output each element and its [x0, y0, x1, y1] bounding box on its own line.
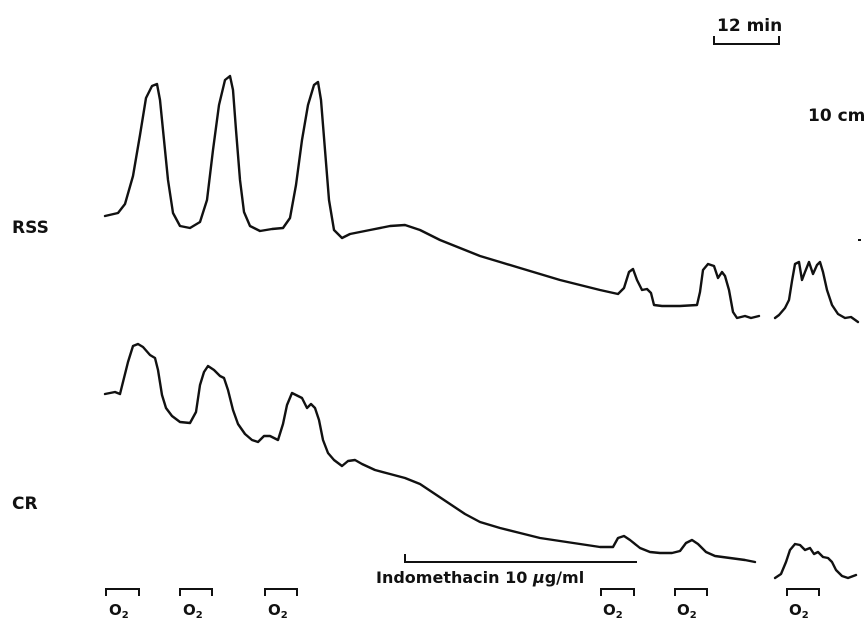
- o2-marker: O2: [264, 588, 298, 621]
- o2-label: O2: [677, 601, 697, 621]
- o2-marker: O2: [105, 588, 140, 621]
- cr-trace-segment-1: [103, 342, 757, 564]
- o2-label: O2: [268, 601, 288, 621]
- amplitude-scale-label: 10 cm: [808, 106, 865, 126]
- o2-label: O2: [603, 601, 623, 621]
- o2-marker: O2: [786, 588, 820, 621]
- o2-label: O2: [789, 601, 809, 621]
- drug-unit-mu: μ: [532, 568, 545, 587]
- cr-trace-segment-2: [773, 542, 858, 580]
- drug-application-bar: Indomethacin 10 μg/ml: [376, 554, 637, 587]
- drug-concentration: 10: [505, 568, 527, 587]
- time-scale-bar: 12 min: [713, 16, 782, 45]
- drug-name: Indomethacin: [376, 568, 500, 587]
- drug-label: Indomethacin 10 μg/ml: [376, 568, 584, 587]
- trace-label-rss: RSS: [12, 218, 49, 238]
- o2-marker: O2: [179, 588, 213, 621]
- o2-label: O2: [109, 601, 129, 621]
- o2-marker: O2: [674, 588, 708, 621]
- trace-label-cr: CR: [12, 494, 38, 514]
- stimulus-markers: O2 O2 O2 O2 O2 O2: [105, 588, 820, 621]
- rss-trace: [103, 74, 860, 324]
- cr-trace: [103, 342, 858, 580]
- rss-trace-segment-2: [773, 260, 860, 324]
- rss-trace-segment-1: [103, 74, 761, 320]
- drug-unit-rest: g/ml: [545, 568, 584, 587]
- o2-marker: O2: [600, 588, 635, 621]
- o2-label: O2: [183, 601, 203, 621]
- time-scale-label: 12 min: [717, 16, 782, 36]
